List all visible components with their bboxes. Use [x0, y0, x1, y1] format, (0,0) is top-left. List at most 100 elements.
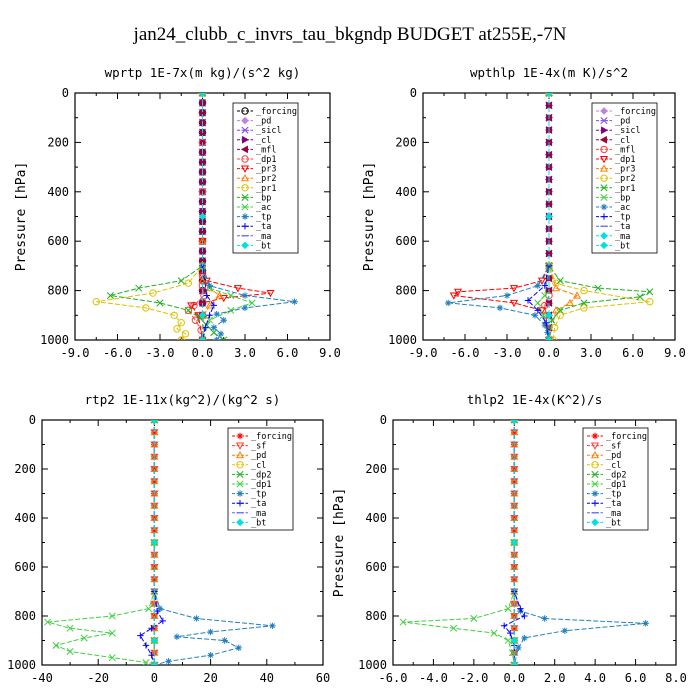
- legend-marker: [236, 500, 244, 507]
- legend-label: _pr2: [256, 174, 276, 184]
- data-point-ta: [507, 629, 514, 637]
- series-line-bp: [110, 93, 225, 340]
- legend-marker: [600, 193, 608, 201]
- legend-label: _pr3: [256, 165, 276, 175]
- legend-marker: [599, 135, 607, 144]
- y-tick-label: 1000: [40, 333, 69, 347]
- legend-label: _bp: [615, 193, 630, 203]
- data-point-tp: [220, 317, 227, 324]
- data-point-pr3: [565, 298, 575, 307]
- data-point-tp: [207, 628, 214, 636]
- x-tick-label: -9.0: [409, 346, 438, 360]
- data-point-bt: [510, 636, 519, 645]
- data-point-pr1: [173, 325, 181, 333]
- legend-marker: [236, 470, 244, 478]
- x-tick-label: 0.0: [192, 346, 214, 360]
- data-point-pr1: [594, 284, 602, 292]
- data-point-bt: [545, 93, 553, 97]
- data-point-bp: [220, 336, 228, 340]
- legend-label: _tp: [606, 490, 621, 500]
- legend-marker: [591, 432, 599, 440]
- legend-marker: [236, 461, 244, 469]
- x-tick-label: -20: [87, 671, 109, 685]
- y-tick-label: 400: [395, 185, 417, 199]
- data-point-ta: [154, 607, 161, 615]
- legend-label: _ma: [251, 509, 266, 519]
- series-line-dp1: [187, 93, 205, 340]
- series-line-dp1: [452, 93, 550, 340]
- data-point-bp: [541, 291, 549, 300]
- x-tick-label: 3.0: [234, 346, 256, 360]
- x-tick-label: 0: [151, 671, 158, 685]
- legend: _forcing_sf_pd_cl_dp2_dp1_tp_ta_ma_bt: [582, 427, 649, 531]
- legend-marker: [590, 442, 600, 450]
- legend-label: _sicl: [615, 126, 641, 136]
- data-point-dp1: [470, 614, 478, 623]
- legend-marker: [600, 107, 608, 115]
- y-tick-label: 0: [380, 413, 387, 427]
- data-point-tp: [235, 644, 242, 652]
- legend-label: _forcing: [251, 432, 292, 442]
- data-point-ac: [541, 321, 548, 329]
- legend-label: _pd: [615, 117, 630, 127]
- legend-marker: [241, 107, 249, 115]
- data-point-dp1: [66, 647, 74, 656]
- data-point-pr2: [552, 279, 560, 287]
- data-point-ac: [503, 292, 511, 299]
- legend-label: _dp1: [256, 155, 276, 165]
- legend-marker: [242, 135, 250, 144]
- legend-marker: [591, 470, 599, 478]
- legend-label: _ta: [615, 222, 630, 232]
- x-tick-label: -9.0: [61, 346, 90, 360]
- legend-marker: [236, 480, 244, 488]
- x-tick-label: 6.0: [277, 346, 299, 360]
- data-point-bt: [150, 661, 159, 665]
- data-point-pr3: [551, 283, 561, 292]
- data-point-pr3: [187, 302, 196, 310]
- series-group: [44, 420, 276, 665]
- legend-label: _tp: [615, 213, 630, 223]
- series-group: [399, 420, 649, 665]
- data-point-bt: [510, 538, 519, 547]
- legend-marker: [599, 155, 609, 164]
- data-point-tp: [541, 282, 548, 289]
- legend-label: _pd: [251, 451, 266, 461]
- y-tick-label: 0: [62, 86, 69, 100]
- legend-marker: [591, 518, 599, 527]
- x-tick-label: -6.0: [379, 671, 408, 685]
- legend-marker: [241, 155, 249, 163]
- chart-panel-2: wpthlp 1E-4x(m K)/s^2 0 200 400 600 800 1000-9…: [362, 65, 686, 360]
- data-point-ta: [521, 612, 528, 620]
- series-line-pr3: [548, 93, 578, 340]
- data-point-forcing: [511, 576, 518, 583]
- data-point-pr1: [142, 304, 150, 312]
- series-line-ta: [139, 420, 164, 665]
- x-tick-label: -3.0: [493, 346, 522, 360]
- y-tick-label: 1000: [7, 658, 36, 672]
- data-point-ac: [496, 304, 504, 312]
- data-point-tp: [524, 297, 532, 304]
- y-tick-label: 200: [47, 135, 69, 149]
- legend-label: _pr1: [256, 184, 276, 194]
- data-point-tp: [269, 622, 276, 629]
- y-tick-label: 200: [395, 135, 417, 149]
- data-point-dp1: [52, 641, 60, 649]
- chart-panel-3: rtp2 1E-11x(kg^2)/(kg^2 s)02004006008001…: [7, 392, 330, 685]
- data-point-bt: [198, 336, 207, 340]
- y-tick-label: 200: [14, 462, 36, 476]
- series-line-dp1: [47, 420, 155, 665]
- y-axis-label: Pressure [hPa]: [362, 162, 377, 272]
- data-point-forcing: [511, 625, 518, 632]
- data-point-pr1: [184, 279, 193, 287]
- data-point-ta: [148, 625, 155, 632]
- data-point-pr1: [92, 298, 100, 306]
- x-tick-label: 6.0: [622, 346, 644, 360]
- data-point-pr1: [636, 293, 644, 301]
- legend-label: _tp: [251, 490, 266, 500]
- legend-label: _cl: [615, 136, 630, 146]
- y-tick-label: 800: [395, 284, 417, 298]
- legend-label: _ac: [615, 203, 630, 213]
- legend-marker: [591, 480, 599, 488]
- legend-label: _ta: [256, 222, 271, 232]
